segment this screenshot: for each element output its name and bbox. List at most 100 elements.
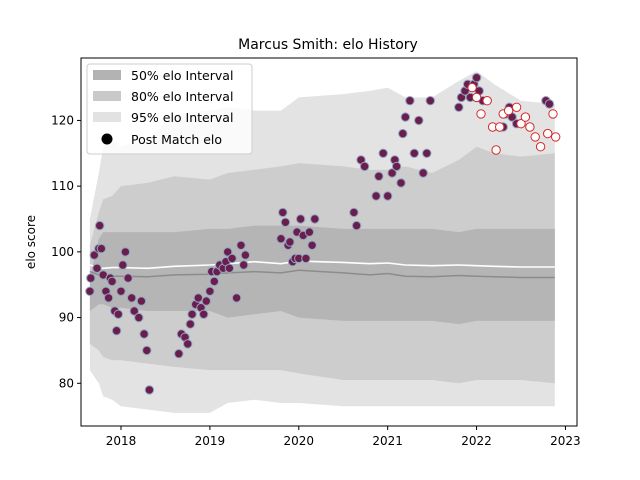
future-data-point: [495, 122, 505, 132]
data-point: [544, 99, 555, 109]
data-point: [199, 309, 209, 319]
data-points: [85, 73, 561, 395]
y-tick-label: 100: [51, 245, 74, 259]
data-point: [223, 247, 233, 257]
data-point: [89, 250, 100, 260]
data-point: [183, 339, 193, 349]
legend-label-80: 80% elo Interval: [131, 89, 233, 104]
legend: 50% elo Interval 80% elo Interval 95% el…: [86, 63, 253, 155]
data-point: [304, 227, 315, 237]
data-point: [414, 115, 424, 126]
y-tick-label: 110: [51, 179, 74, 193]
x-tick-label: 2022: [461, 434, 492, 448]
data-point: [383, 191, 393, 201]
legend-label-95: 95% elo Interval: [131, 110, 233, 125]
data-point: [113, 309, 124, 319]
legend-swatch-95: [93, 112, 121, 122]
data-point: [139, 329, 149, 339]
data-point: [351, 220, 362, 231]
data-point: [209, 276, 220, 287]
chart-title: Marcus Smith: elo History: [238, 37, 418, 53]
data-point: [96, 243, 107, 254]
data-point: [236, 240, 246, 251]
data-point: [95, 220, 105, 231]
future-data-point: [551, 132, 561, 142]
data-point: [205, 286, 215, 296]
data-point: [471, 73, 482, 83]
future-data-point: [503, 105, 514, 116]
future-data-point: [543, 128, 553, 139]
data-point: [224, 263, 235, 273]
future-data-point: [516, 119, 526, 129]
y-tick-label: 120: [51, 113, 74, 127]
y-axis-label: elo score: [24, 215, 38, 269]
data-point: [129, 306, 140, 316]
data-point: [127, 293, 137, 303]
data-point: [123, 273, 133, 283]
data-point: [374, 171, 384, 182]
data-point: [425, 96, 435, 106]
data-point: [120, 247, 131, 257]
data-point: [240, 250, 251, 260]
data-point: [454, 102, 464, 113]
data-point: [307, 240, 317, 251]
future-data-point: [525, 122, 535, 132]
y-tick-label: 80: [59, 376, 74, 390]
y-axis: 80 90 100 110 120: [51, 113, 81, 390]
data-point: [111, 326, 122, 336]
x-tick-label: 2020: [284, 434, 315, 448]
data-point: [118, 260, 128, 270]
data-point: [231, 293, 242, 303]
y-tick-label: 90: [59, 311, 74, 325]
data-point: [400, 112, 411, 122]
legend-marker-post-match: [101, 133, 113, 145]
data-point: [144, 385, 155, 395]
data-point: [185, 319, 196, 329]
future-data-point: [520, 112, 531, 122]
data-point: [116, 286, 126, 296]
data-point: [378, 148, 388, 159]
data-point: [174, 349, 184, 359]
data-point: [418, 168, 428, 178]
band-50: [89, 225, 555, 325]
future-data-point: [491, 145, 501, 155]
data-point: [227, 253, 237, 264]
data-point: [391, 161, 402, 172]
legend-swatch-80: [93, 91, 121, 101]
x-axis: 2018 2019 2020 2021 2022 2023: [106, 426, 581, 448]
data-point: [301, 253, 311, 264]
data-point: [405, 96, 415, 106]
data-point: [371, 191, 381, 201]
future-data-point: [476, 109, 486, 119]
legend-swatch-50: [93, 70, 121, 80]
data-point: [285, 237, 295, 247]
interval-bands: [89, 71, 555, 413]
x-tick-label: 2018: [106, 434, 137, 448]
data-point: [295, 214, 306, 224]
data-point: [278, 207, 288, 218]
future-data-point: [467, 82, 477, 93]
data-point: [142, 345, 152, 356]
data-point: [201, 296, 212, 306]
data-point: [359, 161, 370, 172]
x-tick-label: 2019: [195, 434, 226, 448]
x-tick-label: 2021: [372, 434, 403, 448]
data-point: [239, 260, 249, 270]
data-point: [187, 309, 197, 319]
legend-label-post-match: Post Match elo: [131, 132, 222, 147]
data-point: [136, 296, 147, 306]
legend-label-50: 50% elo Interval: [131, 68, 233, 83]
plot-frame: [80, 57, 578, 427]
x-tick-label: 2023: [550, 434, 581, 448]
future-data-point: [471, 92, 482, 103]
data-point: [86, 273, 96, 283]
future-data-point: [511, 102, 522, 113]
data-point: [92, 263, 102, 273]
data-point: [310, 214, 320, 224]
data-point: [409, 148, 419, 159]
data-point: [276, 234, 286, 244]
future-data-point: [482, 96, 492, 106]
data-point: [396, 178, 406, 188]
median-line: [89, 269, 555, 279]
